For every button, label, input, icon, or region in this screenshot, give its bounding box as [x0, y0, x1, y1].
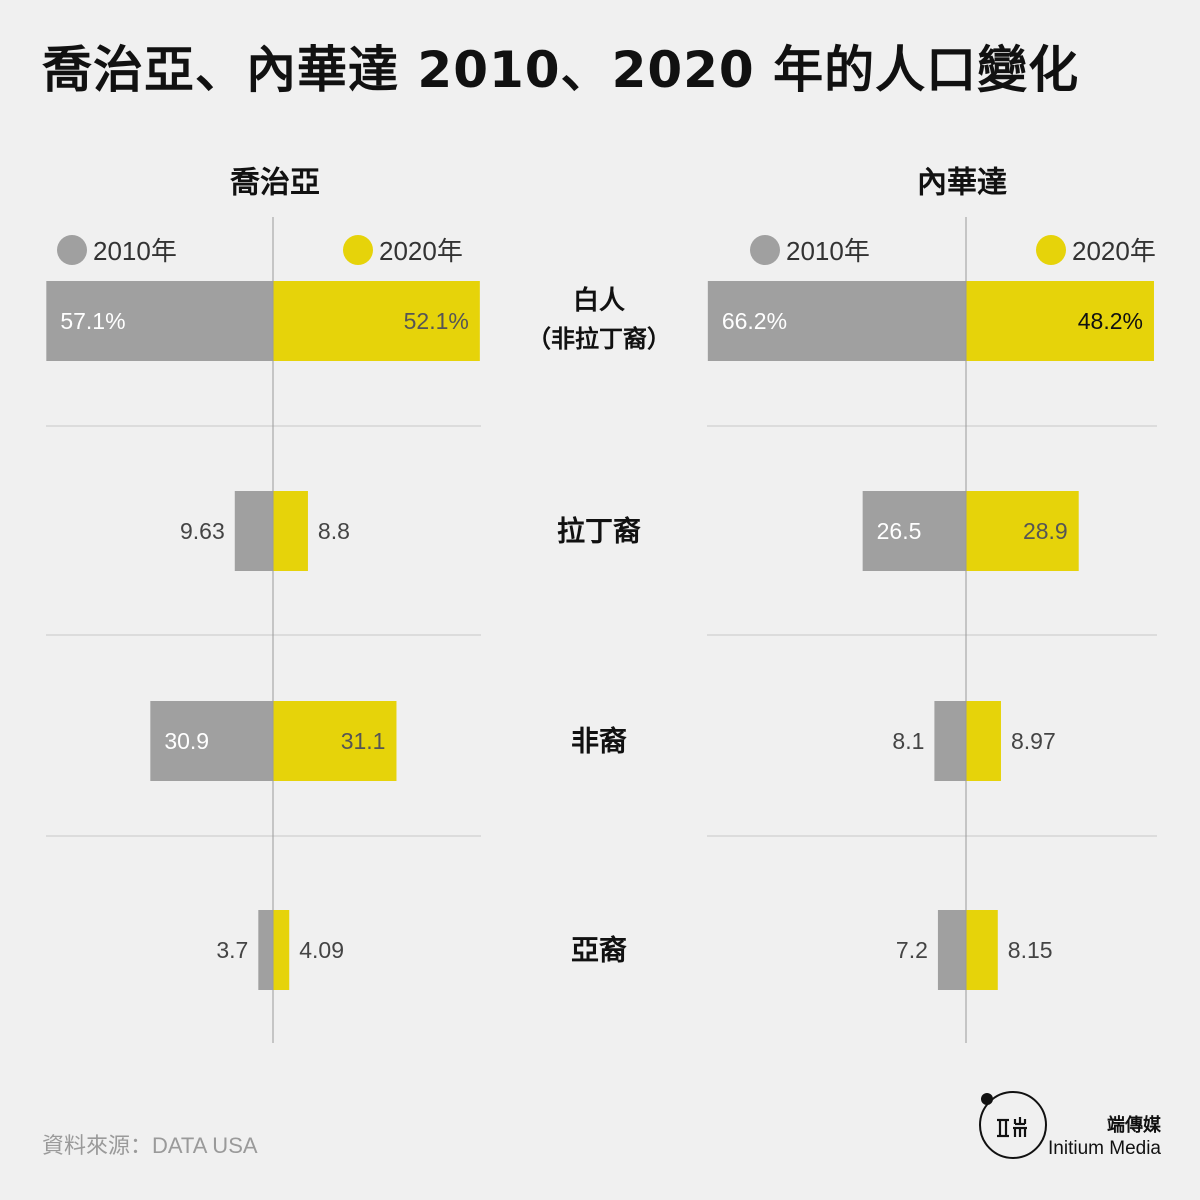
- category-label: 白人: [573, 285, 625, 316]
- legend-swatch-2020: [1036, 235, 1066, 265]
- logo-glyph: [997, 1117, 1027, 1138]
- chart-title: 喬治亞、內華達 2010、2020 年的人口變化: [42, 41, 1080, 99]
- category-label: （非拉丁裔）: [527, 325, 671, 353]
- bar-2010: [934, 701, 966, 781]
- bar-2010: [862, 491, 966, 571]
- bar-2020: [966, 491, 1079, 571]
- logo-dot: [981, 1093, 993, 1105]
- category-label: 亞裔: [571, 934, 627, 967]
- initium-logo-icon: [979, 1091, 1047, 1159]
- logo-text-en: Initium Media: [1048, 1138, 1161, 1159]
- value-label-2020: 31.1: [341, 728, 386, 754]
- bar-2010: [258, 910, 273, 990]
- bar-2020: [966, 701, 1001, 781]
- bar-2010: [46, 281, 273, 361]
- legend-label-2010: 2010年: [93, 236, 177, 266]
- value-label-2020: 4.09: [299, 937, 344, 963]
- panel-title: 喬治亞: [230, 166, 320, 201]
- value-label-2020: 52.1%: [404, 308, 469, 334]
- value-label-2010: 9.63: [180, 518, 225, 544]
- value-label-2010: 3.7: [216, 937, 248, 963]
- bar-2010: [937, 910, 966, 990]
- value-label-2020: 8.97: [1011, 728, 1056, 754]
- bar-2020: [273, 281, 480, 361]
- bar-2010: [234, 491, 273, 571]
- category-label: 非裔: [571, 725, 627, 758]
- bar-2020: [966, 910, 998, 990]
- value-label-2020: 48.2%: [1078, 308, 1143, 334]
- initium-logo: 端傳媒 Initium Media: [975, 1085, 1175, 1175]
- legend-swatch-2010: [750, 235, 780, 265]
- panel-title: 內華達: [917, 166, 1007, 201]
- value-label-2020: 28.9: [1023, 518, 1068, 544]
- legend-swatch-2020: [343, 235, 373, 265]
- source-note: 資料來源：DATA USA: [42, 1133, 258, 1158]
- value-label-2010: 7.2: [896, 937, 928, 963]
- bar-2020: [966, 281, 1154, 361]
- value-label-2010: 30.9: [164, 728, 209, 754]
- bar-2020: [273, 701, 397, 781]
- value-label-2010: 8.1: [892, 728, 924, 754]
- legend-label-2020: 2020年: [1072, 236, 1156, 266]
- bar-2010: [150, 701, 273, 781]
- logo-text-cn: 端傳媒: [1107, 1115, 1161, 1136]
- value-label-2010: 26.5: [877, 518, 922, 544]
- bar-2020: [273, 491, 308, 571]
- value-label-2010: 57.1%: [60, 308, 125, 334]
- value-label-2020: 8.8: [318, 518, 350, 544]
- legend-label-2010: 2010年: [786, 236, 870, 266]
- bar-2010: [707, 281, 966, 361]
- value-label-2020: 8.15: [1008, 937, 1053, 963]
- bar-2020: [273, 910, 290, 990]
- legend-label-2020: 2020年: [379, 236, 463, 266]
- category-label: 拉丁裔: [557, 515, 641, 548]
- value-label-2010: 66.2%: [722, 308, 787, 334]
- legend-swatch-2010: [57, 235, 87, 265]
